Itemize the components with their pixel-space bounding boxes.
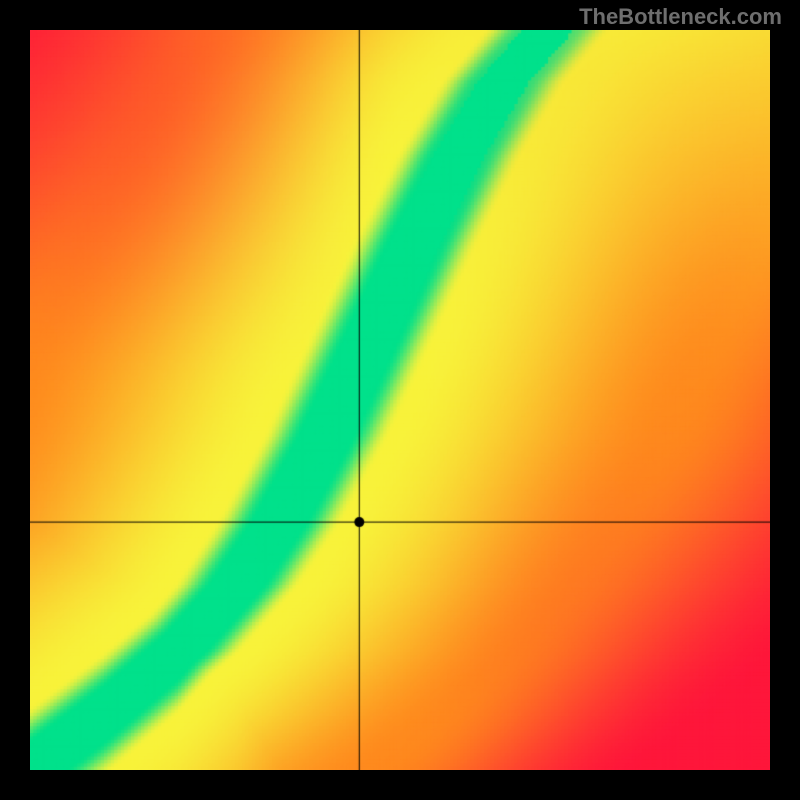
watermark-text: TheBottleneck.com	[579, 4, 782, 30]
chart-container: { "watermark": { "text": "TheBottleneck.…	[0, 0, 800, 800]
bottleneck-heatmap	[30, 30, 770, 770]
